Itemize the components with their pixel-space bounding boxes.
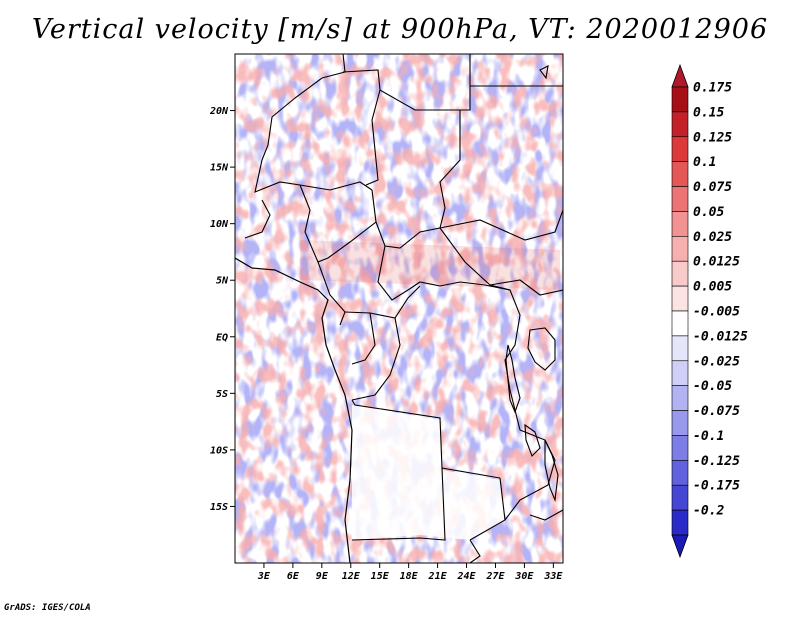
lon-tick-label: 21E <box>428 571 448 582</box>
map-plot-area <box>235 54 563 563</box>
colorbar-swatch <box>671 211 689 237</box>
lon-tick-label: 15E <box>371 571 390 582</box>
lon-tick-label: 24E <box>456 571 476 582</box>
calm-region <box>352 405 505 540</box>
lat-tick-label: 15N <box>210 163 229 174</box>
lat-tick-label: 10S <box>210 445 228 456</box>
colorbar-label: -0.2 <box>693 504 724 519</box>
lon-tick-label: 33E <box>543 571 563 582</box>
colorbar-swatch <box>671 509 689 536</box>
colorbar-label: -0.025 <box>693 354 740 369</box>
colorbar-swatch <box>671 285 689 312</box>
latitude-axis: 20N 15N 10N 5N EQ 5S 10S 15S <box>209 106 235 513</box>
lat-tick-label: 10N <box>210 219 229 230</box>
colorbar-swatch <box>671 360 689 386</box>
colorbar: 0.175 0.15 0.125 0.1 0.075 0.05 0.025 0.0125 0.0… <box>671 63 748 559</box>
colorbar-label: -0.075 <box>693 404 740 419</box>
colorbar-swatch <box>671 161 689 187</box>
colorbar-label: -0.1 <box>693 429 724 444</box>
lon-tick-label: 9E <box>316 571 329 582</box>
colorbar-label: 0.005 <box>693 280 732 295</box>
colorbar-label: 0.175 <box>693 81 732 96</box>
map-frame <box>234 53 564 564</box>
colorbar-label: 0.025 <box>693 230 732 245</box>
colorbar-swatch <box>671 136 689 162</box>
lat-tick-label: 15S <box>210 502 228 513</box>
colorbar-swatch <box>671 111 689 138</box>
colorbar-swatch <box>671 410 689 436</box>
lat-tick-label: 20N <box>209 106 229 117</box>
map-title: Vertical velocity [m/s] at 900hPa, VT: 2… <box>31 14 769 45</box>
lon-tick-label: 3E <box>257 571 271 582</box>
lat-tick-label: 5S <box>216 389 228 400</box>
borders <box>235 54 563 563</box>
colorbar-swatch <box>671 385 689 411</box>
colorbar-label: -0.175 <box>693 479 740 494</box>
colorbar-label: 0.075 <box>693 180 732 195</box>
colorbar-label: 0.125 <box>693 130 732 145</box>
lon-tick-label: 30E <box>514 571 534 582</box>
colorbar-swatch <box>671 460 689 486</box>
colorbar-label: 0.1 <box>693 155 716 170</box>
colorbar-label: 0.0125 <box>693 255 740 270</box>
lon-tick-label: 12E <box>342 571 361 582</box>
ascent-band <box>300 240 560 290</box>
longitude-axis: 3E 6E 9E 12E 15E 18E 21E 24E 27E 30E 33E <box>257 563 563 582</box>
colorbar-label: -0.0125 <box>693 329 748 344</box>
colorbar-swatch <box>671 435 689 461</box>
colorbar-swatch <box>671 484 689 511</box>
colorbar-label: -0.125 <box>693 454 740 469</box>
colorbar-swatch <box>671 186 689 212</box>
colorbar-label: -0.05 <box>693 379 732 394</box>
colorbar-swatch <box>671 335 689 362</box>
grads-credit: GrADS: IGES/COLA <box>4 603 91 613</box>
lon-tick-label: 18E <box>400 571 419 582</box>
colorbar-swatch <box>671 236 689 262</box>
colorbar-swatch <box>671 310 689 337</box>
colorbar-label: 0.15 <box>693 105 724 120</box>
lat-tick-label: EQ <box>216 332 228 343</box>
colorbar-top-arrow <box>671 63 689 88</box>
colorbar-swatch <box>671 86 689 113</box>
colorbar-bottom-arrow <box>671 534 689 559</box>
colorbar-label: 0.05 <box>693 205 724 220</box>
lat-tick-label: 5N <box>216 276 229 287</box>
colorbar-label: -0.005 <box>693 305 740 320</box>
lon-tick-label: 6E <box>287 571 300 582</box>
colorbar-swatch <box>671 260 689 287</box>
lon-tick-label: 27E <box>485 571 505 582</box>
